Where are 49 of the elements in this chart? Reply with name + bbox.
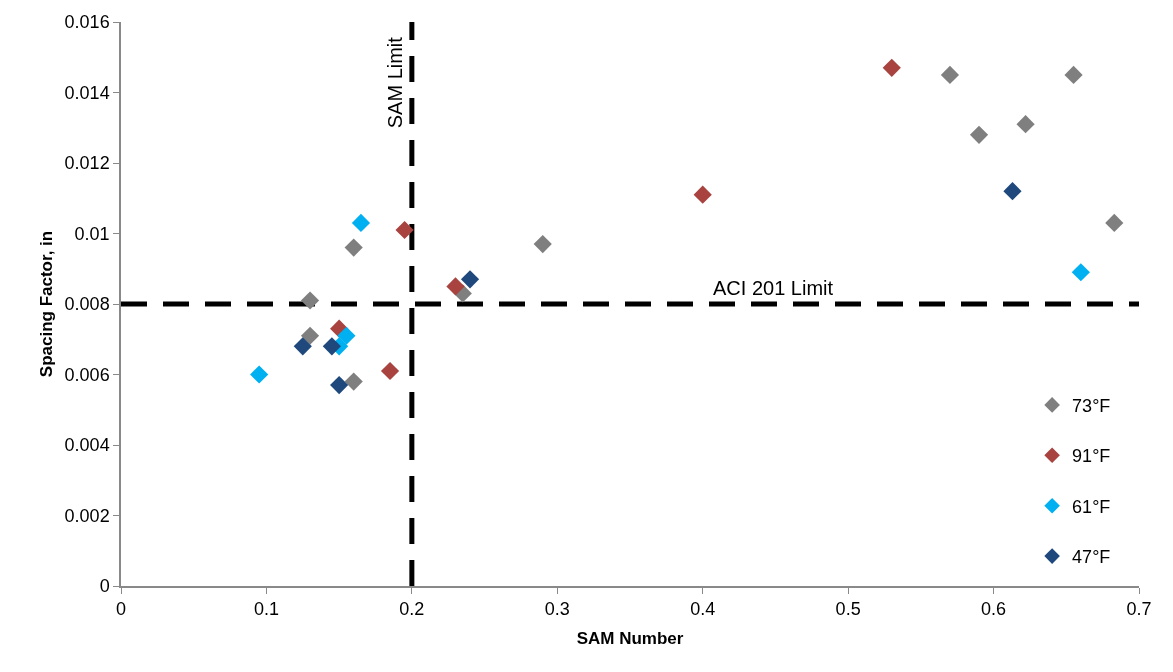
legend-label: 61°F [1072,496,1111,517]
y-tick-label: 0.01 [74,223,110,244]
y-tick-label: 0.012 [64,153,110,174]
legend-label: 47°F [1072,547,1111,568]
y-tick-label: 0.014 [64,82,110,103]
point [1064,65,1083,84]
point [882,58,901,77]
y-tick-label: 0 [99,576,110,597]
point [300,326,320,345]
x-tick-label: 0.3 [544,599,570,620]
point [395,220,414,240]
point [460,270,480,289]
legend-label: 73°F [1072,395,1111,416]
y-tick-label: 0.006 [64,364,110,385]
x-tick-label: 0.6 [981,599,1007,620]
point [250,365,269,384]
point [969,125,989,144]
point [446,277,465,296]
x-tick-label: 0.7 [1126,599,1152,620]
point [693,185,712,204]
point [293,337,312,356]
point [344,372,363,391]
point [322,337,341,356]
point [1071,263,1090,282]
x-tick-label: 0.2 [399,599,425,620]
x-tick-label: 0.5 [835,599,861,620]
y-tick-label: 0.016 [64,12,110,33]
ref-line-label: SAM Limit [384,36,407,129]
point [344,238,363,257]
point [940,65,960,84]
point [337,326,356,345]
point [1003,182,1022,201]
point [1105,213,1124,233]
y-tick-label: 0.002 [64,505,110,526]
y-tick-label: 0.004 [64,435,110,456]
y-axis-title: Spacing Factor, in [36,230,56,378]
x-tick-label: 0 [115,599,127,620]
point [330,375,349,395]
point [300,291,320,310]
x-axis-title: SAM Number [576,629,684,649]
legend-label: 91°F [1072,446,1111,467]
point [380,361,400,381]
y-tick-label: 0.008 [64,294,110,315]
point [351,213,371,233]
x-tick-label: 0.4 [690,599,716,620]
point [533,234,552,254]
ref-line-label: ACI 201 Limit [713,277,834,299]
point [1016,115,1035,134]
x-tick-label: 0.1 [253,599,279,620]
